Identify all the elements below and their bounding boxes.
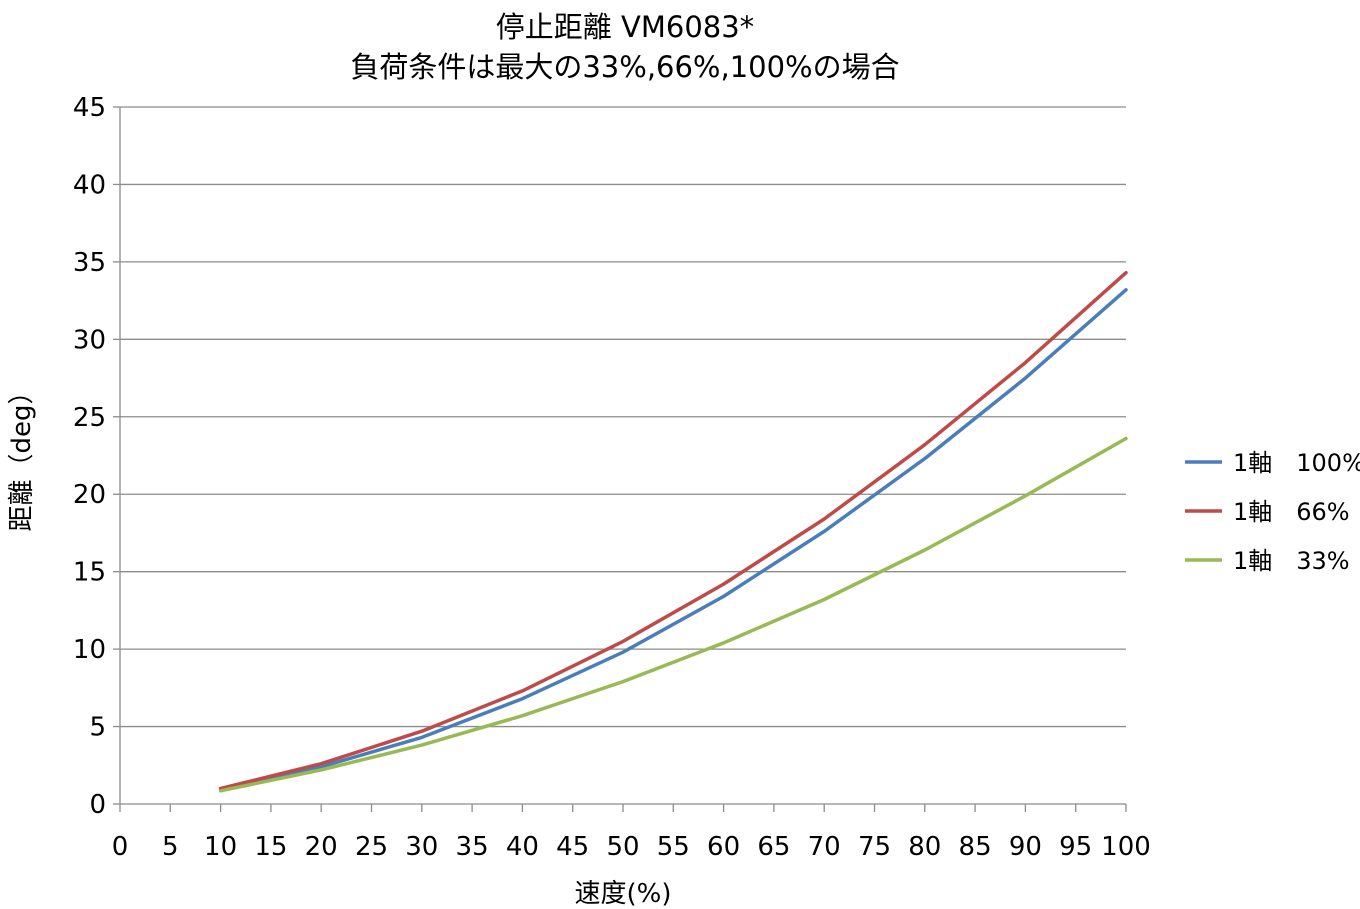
legend-label: 1軸 100% bbox=[1233, 449, 1360, 477]
x-tick-label: 65 bbox=[757, 832, 790, 862]
legend-label: 1軸 33% bbox=[1233, 547, 1350, 575]
x-tick-label: 80 bbox=[908, 832, 941, 862]
y-tick-labels: 0 5 10 15 20 25 30 35 40 45 bbox=[73, 93, 106, 820]
x-tick-label: 95 bbox=[1059, 832, 1092, 862]
x-tick-label: 0 bbox=[112, 832, 129, 862]
y-tick-label: 45 bbox=[73, 93, 106, 123]
legend-label: 1軸 66% bbox=[1233, 498, 1350, 526]
x-tick-label: 75 bbox=[858, 832, 891, 862]
grid-lines bbox=[120, 106, 1126, 728]
y-tick-label: 5 bbox=[89, 713, 106, 743]
series-line-2 bbox=[218, 436, 1128, 793]
x-tick-label: 85 bbox=[959, 832, 992, 862]
x-tick-label: 5 bbox=[162, 832, 179, 862]
series-lines bbox=[218, 270, 1128, 793]
x-tick-label: 60 bbox=[707, 832, 740, 862]
x-tick-label: 20 bbox=[305, 832, 338, 862]
x-tick-label: 40 bbox=[506, 832, 539, 862]
y-tick-label: 15 bbox=[73, 558, 106, 588]
x-tick-label: 35 bbox=[456, 832, 489, 862]
y-tick-label: 20 bbox=[73, 480, 106, 510]
axes bbox=[113, 106, 1127, 812]
chart-title: 停止距離 VM6083* bbox=[495, 10, 755, 44]
x-tick-label: 70 bbox=[808, 832, 841, 862]
x-tick-label: 15 bbox=[254, 832, 287, 862]
x-axis-title: 速度(%) bbox=[575, 879, 672, 909]
x-tick-label: 30 bbox=[405, 832, 438, 862]
y-axis-title: 距離（deg） bbox=[7, 378, 37, 531]
chart-subtitle: 負荷条件は最大の33%,66%,100%の場合 bbox=[350, 50, 900, 84]
x-tick-label: 90 bbox=[1009, 832, 1042, 862]
y-tick-label: 25 bbox=[73, 403, 106, 433]
x-tick-label: 45 bbox=[556, 832, 589, 862]
x-tick-label: 100 bbox=[1101, 832, 1151, 862]
series-line-0 bbox=[218, 288, 1128, 792]
y-tick-label: 35 bbox=[73, 248, 106, 278]
y-tick-label: 40 bbox=[73, 170, 106, 200]
x-tick-label: 10 bbox=[204, 832, 237, 862]
x-tick-label: 55 bbox=[657, 832, 690, 862]
series-line-1 bbox=[218, 270, 1128, 791]
legend: 1軸 100% 1軸 66% 1軸 33% bbox=[1185, 449, 1360, 575]
x-tick-label: 25 bbox=[355, 832, 388, 862]
y-tick-label: 0 bbox=[89, 790, 106, 820]
y-tick-label: 10 bbox=[73, 635, 106, 665]
x-tick-labels: 0 5 10 15 20 25 30 35 40 45 50 55 60 65 70 75 80 85 90 95 10… bbox=[112, 832, 1151, 862]
y-tick-label: 30 bbox=[73, 325, 106, 355]
x-tick-label: 50 bbox=[606, 832, 639, 862]
